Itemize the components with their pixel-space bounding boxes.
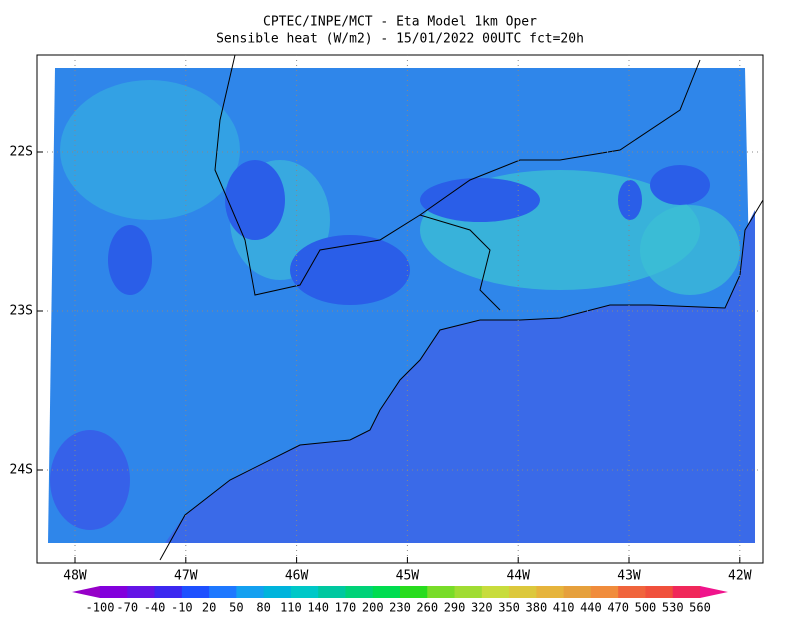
colorbar-segment — [400, 586, 428, 598]
lon-label: 47W — [174, 569, 198, 584]
colorbar-label: 140 — [307, 601, 329, 615]
colorbar-segment — [454, 586, 483, 598]
colorbar-label: 260 — [416, 601, 438, 615]
colorbar-segment — [672, 586, 701, 598]
graticule — [37, 55, 763, 563]
colorbar-segment — [209, 586, 237, 598]
colorbar-segment — [236, 586, 265, 598]
colorbar-segment — [481, 586, 510, 598]
lon-label: 48W — [63, 569, 87, 584]
colorbar-label: 440 — [580, 601, 602, 615]
lat-label: 22S — [10, 145, 33, 160]
colorbar-label: -100 — [86, 601, 115, 615]
colorbar-label: 230 — [389, 601, 411, 615]
lon-label: 44W — [506, 569, 530, 584]
colorbar-label: -40 — [144, 601, 166, 615]
colorbar-segment — [372, 586, 401, 598]
colorbar-label: 470 — [607, 601, 629, 615]
colorbar-segment — [563, 586, 592, 598]
colorbar-segment — [345, 586, 374, 598]
colorbar-label: 200 — [362, 601, 384, 615]
title-line: CPTEC/INPE/MCT - Eta Model 1km Oper — [263, 15, 537, 30]
colorbar-label: 350 — [498, 601, 520, 615]
colorbar-label: 290 — [444, 601, 466, 615]
colorbar-segment — [290, 586, 319, 598]
colorbar-label: 530 — [662, 601, 684, 615]
colorbar-label: 410 — [553, 601, 575, 615]
colorbar-segment — [318, 586, 346, 598]
colorbar-label: 170 — [335, 601, 357, 615]
colorbar-arrow — [72, 586, 100, 598]
colorbar-label: 80 — [256, 601, 270, 615]
colorbar-label: -10 — [171, 601, 193, 615]
colorbar-segment — [590, 586, 619, 598]
colorbar-segment — [618, 586, 646, 598]
colorbar-label: 110 — [280, 601, 302, 615]
colorbar: -100 -70 -40 -10 20 50 80 110 140 170 200 230 260 290… — [72, 586, 728, 615]
axis-labels: 22S 23S 24S 48W 47W 46W 45W 44W 43W 42W — [10, 145, 752, 584]
colorbar-label: 50 — [229, 601, 243, 615]
field — [48, 54, 764, 561]
colorbar-segment — [127, 586, 156, 598]
colorbar-segment — [263, 586, 292, 598]
colorbar-label: 500 — [635, 601, 657, 615]
colorbar-segment — [645, 586, 674, 598]
colorbar-segment — [536, 586, 565, 598]
colorbar-segment — [509, 586, 537, 598]
colorbar-label: -70 — [116, 601, 138, 615]
colorbar-label: 380 — [526, 601, 548, 615]
colorbar-label: 20 — [202, 601, 216, 615]
lat-label: 24S — [10, 463, 33, 478]
lat-label: 23S — [10, 304, 33, 319]
colorbar-segment — [154, 586, 183, 598]
lon-label: 45W — [396, 569, 420, 584]
lon-label: 43W — [617, 569, 641, 584]
colorbar-arrow — [700, 586, 728, 598]
colorbar-label: 560 — [689, 601, 711, 615]
colorbar-label: 320 — [471, 601, 493, 615]
colorbar-segment — [100, 586, 128, 598]
title-line: Sensible heat (W/m2) - 15/01/2022 00UTC … — [216, 32, 584, 47]
colorbar-segment — [181, 586, 210, 598]
lon-label: 42W — [728, 569, 752, 584]
lon-label: 46W — [285, 569, 309, 584]
colorbar-segment — [427, 586, 456, 598]
